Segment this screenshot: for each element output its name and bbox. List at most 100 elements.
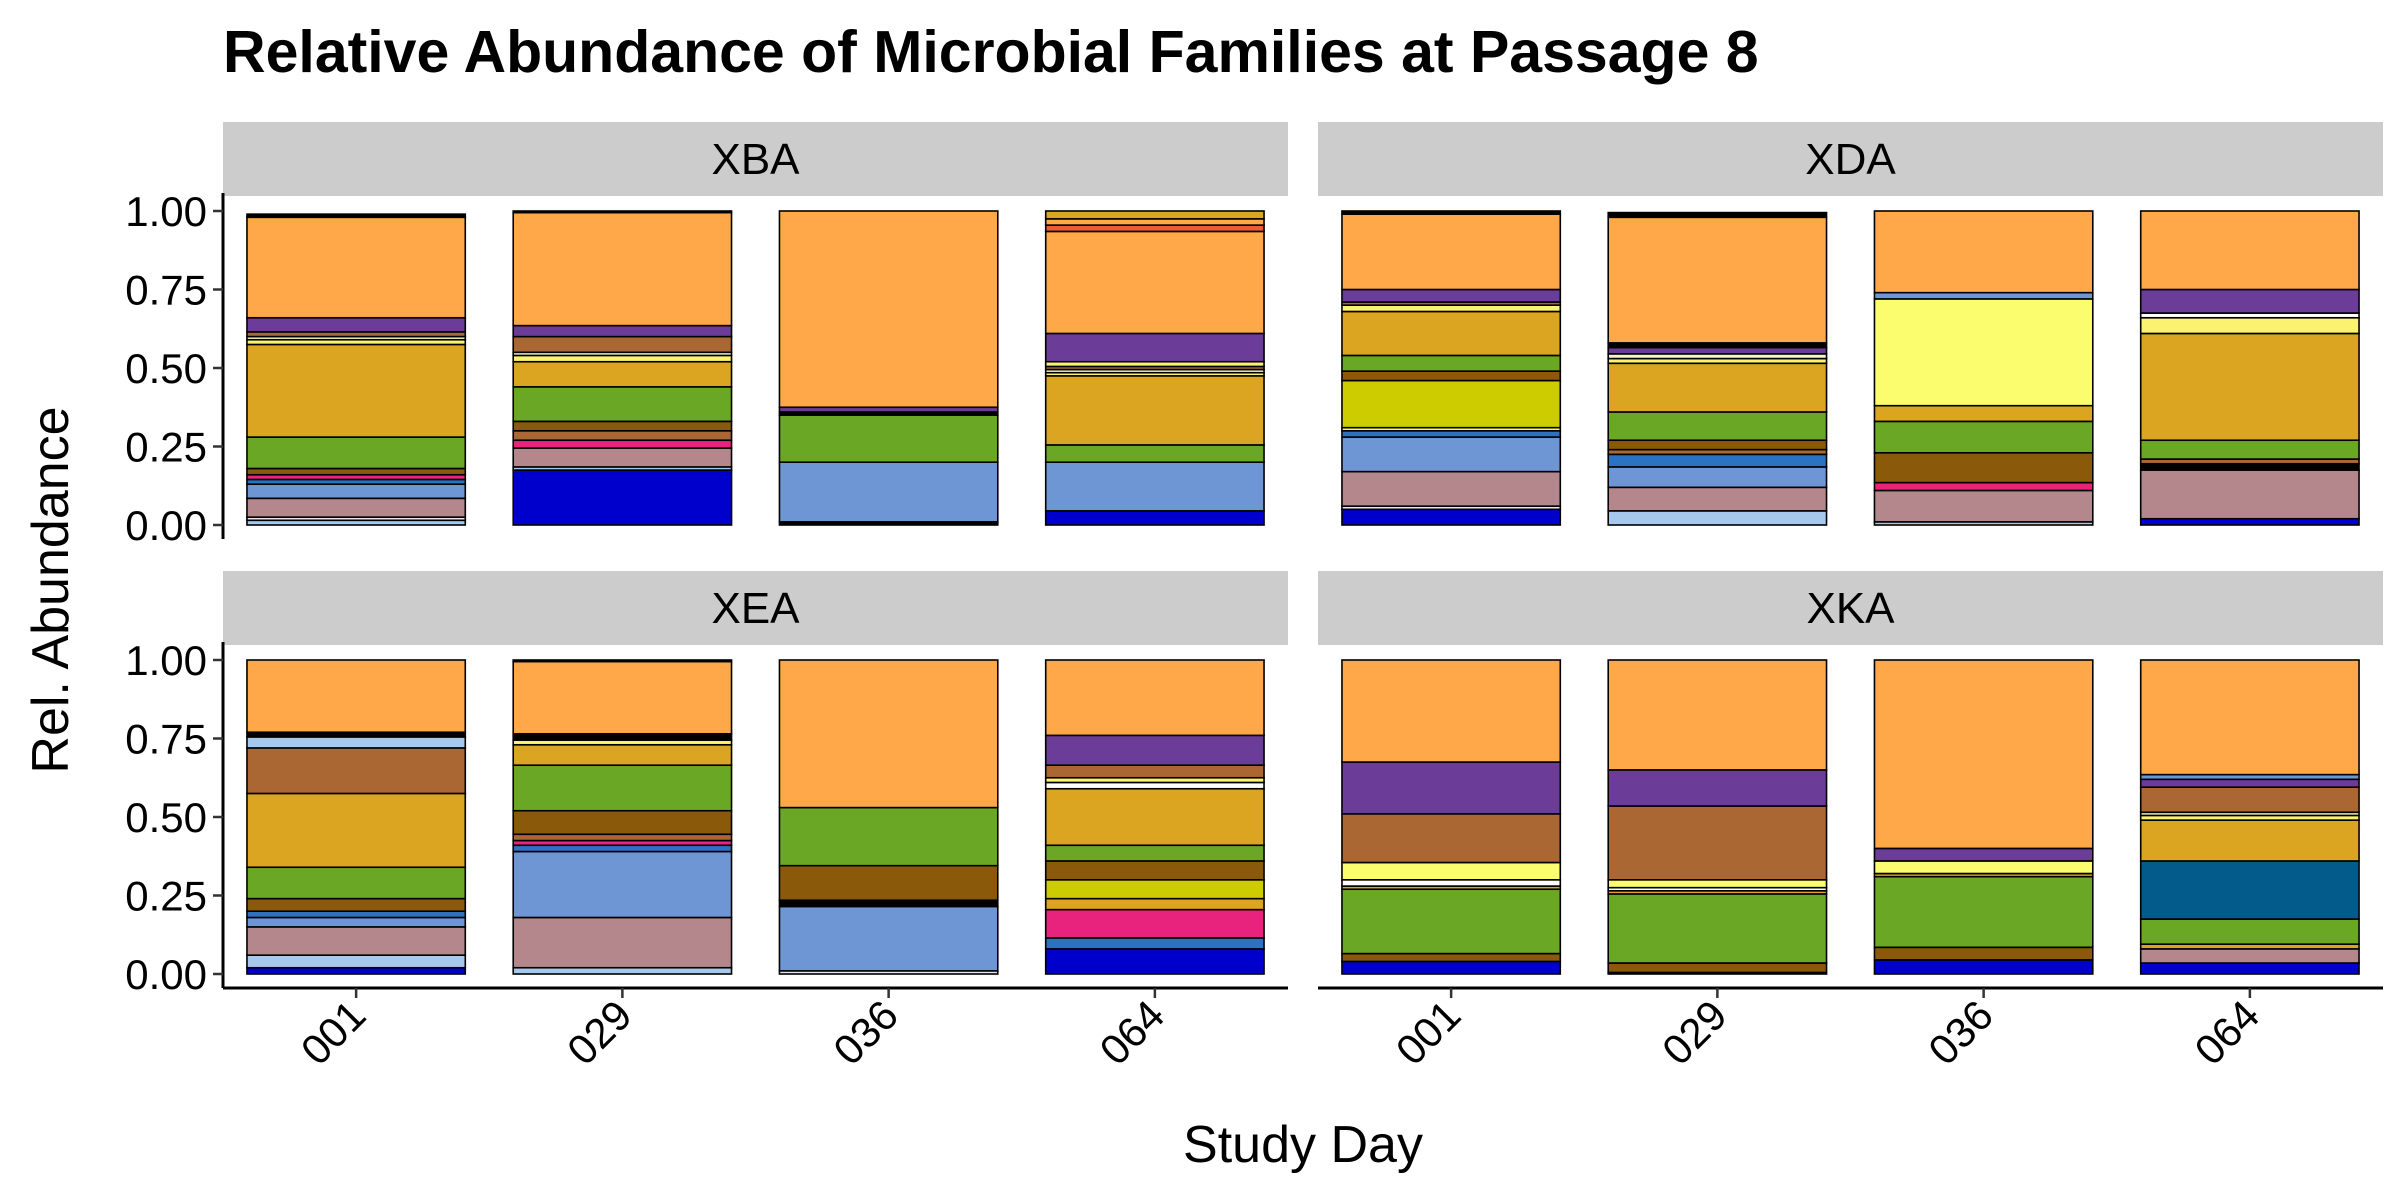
bar-segment xyxy=(1873,481,2094,492)
bar-segment xyxy=(1607,216,1828,344)
bar-segment xyxy=(246,866,467,900)
bar-segment xyxy=(2139,210,2360,291)
bar-segment xyxy=(1044,787,1265,847)
bar-segment xyxy=(1341,379,1562,429)
facet-strip-label: XBA xyxy=(711,135,800,184)
bar-segment xyxy=(1341,960,1562,975)
bar-segment xyxy=(1044,860,1265,881)
bar-segment xyxy=(512,360,733,388)
bar-segment xyxy=(1044,764,1265,779)
bar-segment xyxy=(1607,211,1828,219)
bar-segment xyxy=(1607,878,1828,889)
bar-segment xyxy=(1341,304,1562,313)
x-tick-label: 029 xyxy=(558,991,641,1074)
bar-segment xyxy=(1044,734,1265,766)
bar-segment xyxy=(512,743,733,766)
bar-segment xyxy=(512,439,733,449)
stacked-bar-036 xyxy=(1873,659,2094,975)
bar-segment xyxy=(778,899,999,908)
bar-segment xyxy=(1873,959,2094,975)
bar-segment xyxy=(1341,370,1562,382)
bar-segment xyxy=(1044,230,1265,335)
chart-title: Relative Abundance of Microbial Families… xyxy=(223,19,1759,85)
stacked-bar-064 xyxy=(2139,659,2360,975)
stacked-bar-029 xyxy=(1607,211,1828,526)
bar-segment xyxy=(512,354,733,363)
stacked-bar-036 xyxy=(778,210,999,526)
stacked-bar-001 xyxy=(1341,210,1562,526)
facet-strip xyxy=(1318,571,2383,645)
bar-segment xyxy=(246,483,467,500)
bar-segment xyxy=(246,343,467,438)
stacked-bar-036 xyxy=(778,659,999,975)
stacked-bar-001 xyxy=(1341,659,1562,975)
stacked-bar-029 xyxy=(512,659,733,975)
bar-segment xyxy=(512,469,733,526)
bar-segment xyxy=(512,764,733,812)
x-tick-label: 001 xyxy=(1387,991,1470,1074)
bar-segment xyxy=(2139,439,2360,460)
bar-segment xyxy=(246,954,467,969)
stacked-bar-064 xyxy=(1044,210,1265,526)
bar-segment xyxy=(246,897,467,913)
bar-segment xyxy=(512,732,733,741)
bar-segment xyxy=(1873,847,2094,862)
bar-segment xyxy=(778,210,999,409)
bar-segment xyxy=(778,414,999,464)
facet-panels: XBA 0.00 0.25 0.50 0.75 1.00 XDA XEA 0.00 0.25 0.5… xyxy=(125,122,2383,1074)
stacked-bar-064 xyxy=(1044,659,1265,975)
bar-segment xyxy=(1044,937,1265,950)
bar-segment xyxy=(2139,948,2360,964)
bar-segment xyxy=(512,210,733,214)
bar-segment xyxy=(1873,860,2094,875)
facet-panel-xba: XBA 0.00 0.25 0.50 0.75 1.00 xyxy=(125,122,1288,549)
bar-segment xyxy=(1044,897,1265,911)
bar-segment xyxy=(778,659,999,809)
bar-segment xyxy=(2139,316,2360,335)
stacked-bar-029 xyxy=(1607,659,1828,975)
bar-segment xyxy=(1873,451,2094,484)
bar-segment xyxy=(1607,411,1828,442)
bar-segment xyxy=(1044,461,1265,512)
bar-segment xyxy=(1341,508,1562,526)
bar-segment xyxy=(1607,346,1828,355)
x-axis-title: Study Day xyxy=(1183,1116,1423,1174)
bar-segment xyxy=(1873,298,2094,407)
bar-segment xyxy=(1044,218,1265,226)
bar-segment xyxy=(778,806,999,867)
bar-segment xyxy=(1607,805,1828,881)
bar-segment xyxy=(1044,878,1265,900)
bar-segment xyxy=(1341,288,1562,303)
bar-segment xyxy=(1044,948,1265,975)
x-tick-label: 064 xyxy=(1090,991,1173,1074)
bar-segment xyxy=(512,916,733,969)
bar-segment xyxy=(1607,769,1828,807)
bar-segment xyxy=(1341,878,1562,887)
bar-segment xyxy=(2139,778,2360,788)
y-tick-label: 0.25 xyxy=(125,424,207,471)
bar-segment xyxy=(2139,860,2360,920)
bar-segment xyxy=(246,966,467,975)
bar-segment xyxy=(1607,659,1828,771)
bar-segment xyxy=(246,316,467,333)
facet-strip xyxy=(223,571,1288,645)
bar-segment xyxy=(512,659,733,663)
bar-segment xyxy=(1341,429,1562,438)
bar-segment xyxy=(2139,469,2360,520)
bar-segment xyxy=(1044,510,1265,526)
bar-segment xyxy=(512,335,733,354)
facet-strip-label: XKA xyxy=(1806,584,1895,633)
bar-segment xyxy=(778,461,999,523)
bar-segment xyxy=(1044,210,1265,220)
bar-segment xyxy=(1607,486,1828,512)
bar-segment xyxy=(2139,962,2360,975)
bar-segment xyxy=(1341,354,1562,372)
bar-segment xyxy=(2139,517,2360,526)
stacked-bar-036 xyxy=(1873,210,2094,526)
bar-segment xyxy=(2139,288,2360,314)
y-tick-label: 0.00 xyxy=(125,951,207,998)
bar-segment xyxy=(1607,962,1828,974)
bar-segment xyxy=(512,966,733,975)
bar-segment xyxy=(1341,213,1562,291)
bar-segment xyxy=(1044,781,1265,790)
